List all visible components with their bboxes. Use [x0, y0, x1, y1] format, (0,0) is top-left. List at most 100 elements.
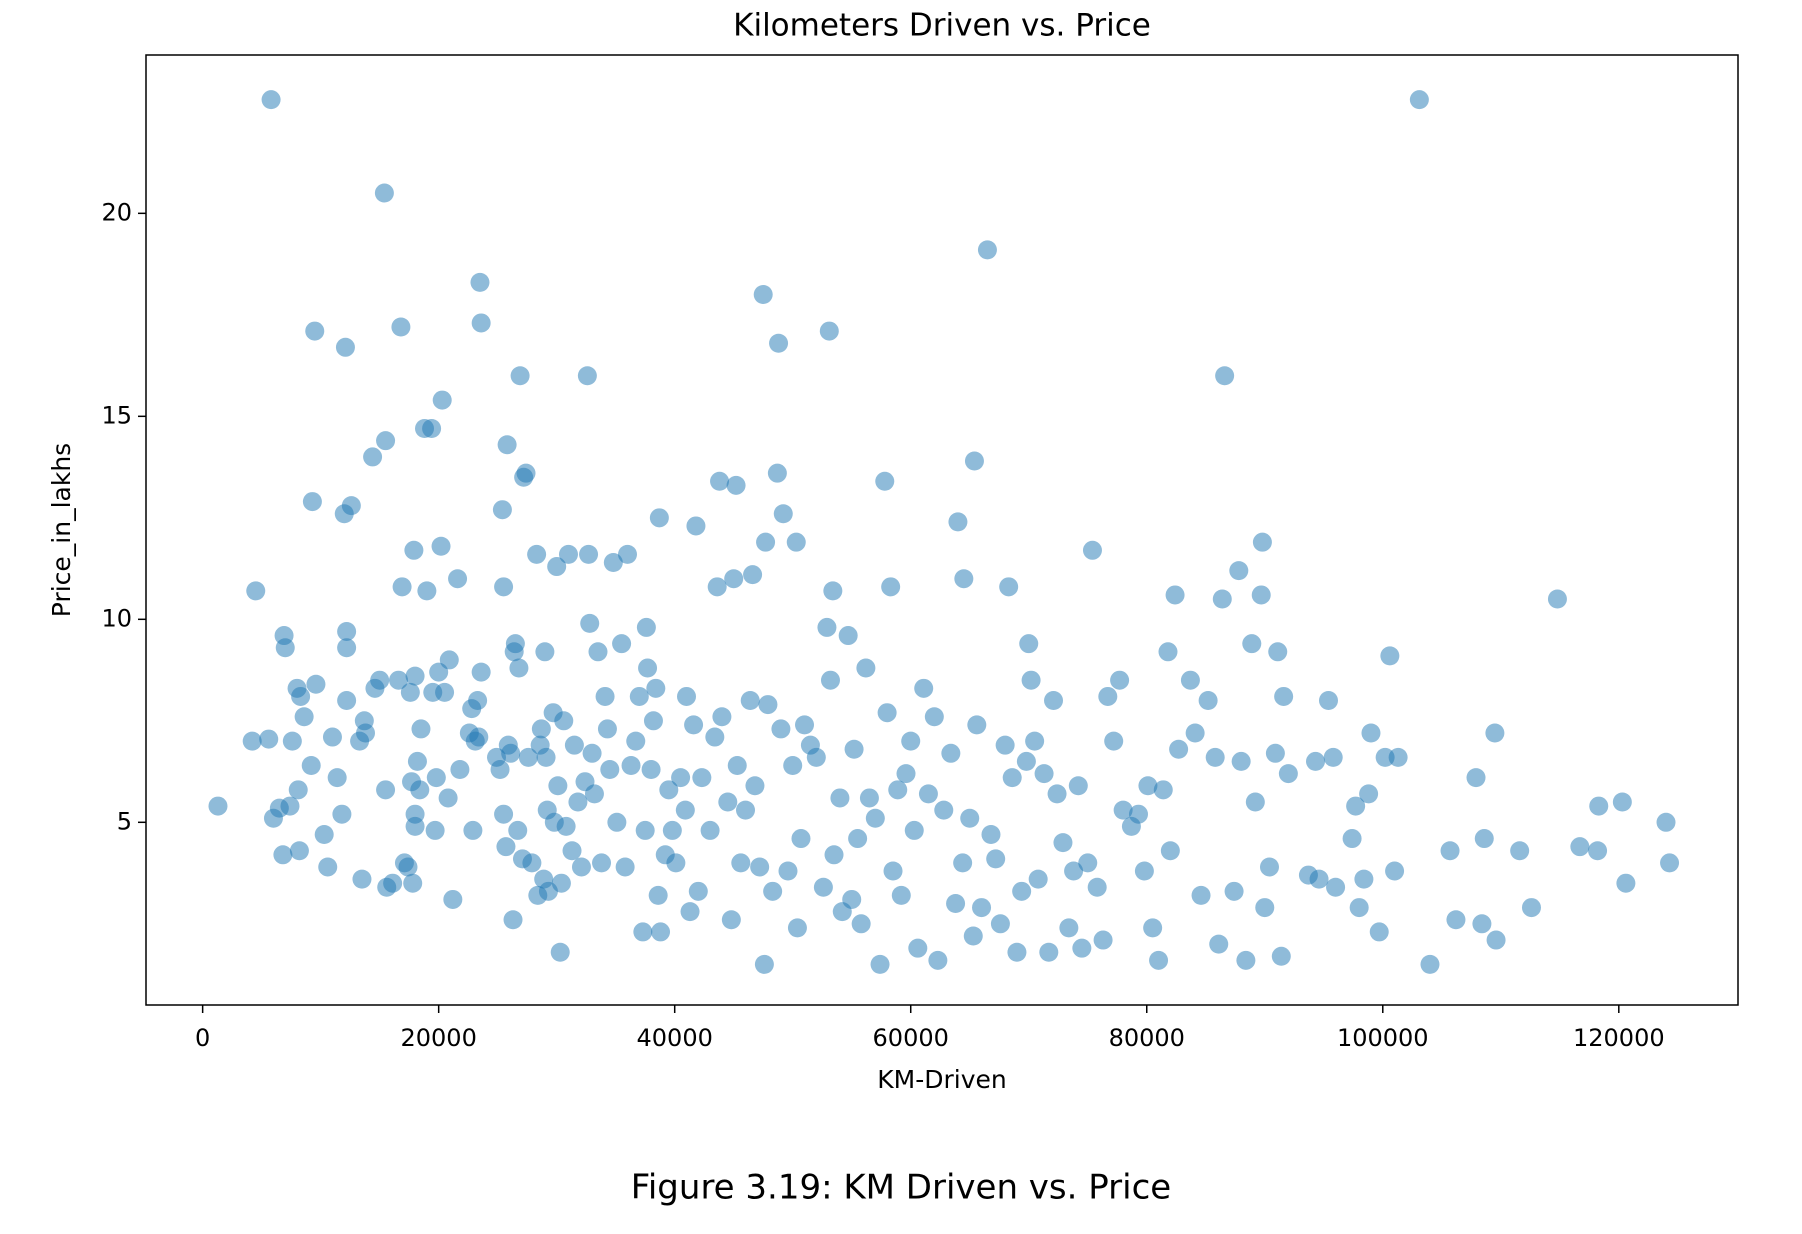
- data-point: [680, 902, 700, 922]
- data-point: [1180, 670, 1200, 690]
- data-point: [518, 747, 538, 767]
- data-point: [1271, 946, 1291, 966]
- data-point: [509, 658, 529, 678]
- data-point: [769, 333, 789, 353]
- data-point: [564, 735, 584, 755]
- data-point: [471, 662, 491, 682]
- data-point: [1082, 540, 1102, 560]
- data-point: [405, 816, 425, 836]
- data-point: [1149, 950, 1169, 970]
- data-point: [856, 658, 876, 678]
- data-point: [443, 889, 463, 909]
- data-point: [1044, 691, 1064, 711]
- data-point: [389, 670, 409, 690]
- data-point: [550, 942, 570, 962]
- data-point: [924, 707, 944, 727]
- data-point: [1268, 642, 1288, 662]
- data-point: [612, 634, 632, 654]
- data-point: [261, 90, 281, 110]
- data-point: [787, 918, 807, 938]
- data-point: [577, 366, 597, 386]
- data-point: [908, 938, 928, 958]
- data-point: [208, 796, 228, 816]
- data-point: [896, 764, 916, 784]
- data-point: [469, 727, 489, 747]
- data-point: [1160, 841, 1180, 861]
- data-point: [356, 723, 376, 743]
- data-point: [259, 729, 279, 749]
- data-point: [1191, 885, 1211, 905]
- data-point: [571, 857, 591, 877]
- data-point: [881, 577, 901, 597]
- data-point: [438, 788, 458, 808]
- data-point: [548, 776, 568, 796]
- data-point: [337, 691, 357, 711]
- data-point: [629, 686, 649, 706]
- data-point: [603, 552, 623, 572]
- data-point: [883, 861, 903, 881]
- data-point: [688, 881, 708, 901]
- data-point: [1323, 747, 1343, 767]
- data-point: [1012, 881, 1032, 901]
- data-point: [783, 755, 803, 775]
- data-point: [830, 788, 850, 808]
- data-point: [1388, 747, 1408, 767]
- data-point: [363, 447, 383, 467]
- data-point: [535, 642, 555, 662]
- data-point: [626, 731, 646, 751]
- data-point: [638, 658, 658, 678]
- y-axis-label: Price_in_lakhs: [47, 443, 76, 617]
- data-point: [700, 820, 720, 840]
- data-point: [492, 500, 512, 520]
- data-point: [823, 581, 843, 601]
- data-point: [767, 463, 787, 483]
- data-point: [1034, 764, 1054, 784]
- data-point: [1039, 942, 1059, 962]
- data-point: [471, 313, 491, 333]
- data-point: [273, 845, 293, 865]
- data-point: [1019, 634, 1039, 654]
- data-point: [954, 569, 974, 589]
- data-point: [1369, 922, 1389, 942]
- data-point: [1224, 881, 1244, 901]
- y-tick-label: 15: [101, 401, 132, 429]
- data-point: [819, 321, 839, 341]
- data-point: [588, 642, 608, 662]
- data-point: [1278, 764, 1298, 784]
- data-point: [291, 686, 311, 706]
- data-point: [417, 581, 437, 601]
- data-point: [756, 532, 776, 552]
- data-point: [1209, 934, 1229, 954]
- data-point: [865, 808, 885, 828]
- data-point: [1318, 691, 1338, 711]
- data-point: [318, 857, 338, 877]
- data-point: [374, 183, 394, 203]
- data-point: [411, 719, 431, 739]
- data-point: [1064, 861, 1084, 881]
- data-point: [740, 691, 760, 711]
- data-point: [666, 853, 686, 873]
- data-point: [948, 512, 968, 532]
- data-point: [621, 755, 641, 775]
- data-point: [301, 755, 321, 775]
- data-point: [635, 820, 655, 840]
- data-point: [425, 820, 445, 840]
- data-point: [579, 544, 599, 564]
- data-point: [405, 666, 425, 686]
- data-point: [651, 922, 671, 942]
- data-point: [838, 626, 858, 646]
- data-point: [337, 638, 357, 658]
- data-point: [1016, 751, 1036, 771]
- data-point: [888, 780, 908, 800]
- data-point: [468, 691, 488, 711]
- data-point: [1440, 841, 1460, 861]
- data-point: [1059, 918, 1079, 938]
- data-point: [536, 747, 556, 767]
- data-point: [1110, 670, 1130, 690]
- data-point: [914, 678, 934, 698]
- data-point: [335, 337, 355, 357]
- x-tick-label: 80000: [1109, 1024, 1185, 1052]
- data-point: [422, 419, 442, 439]
- data-point: [1229, 561, 1249, 581]
- data-point: [1510, 841, 1530, 861]
